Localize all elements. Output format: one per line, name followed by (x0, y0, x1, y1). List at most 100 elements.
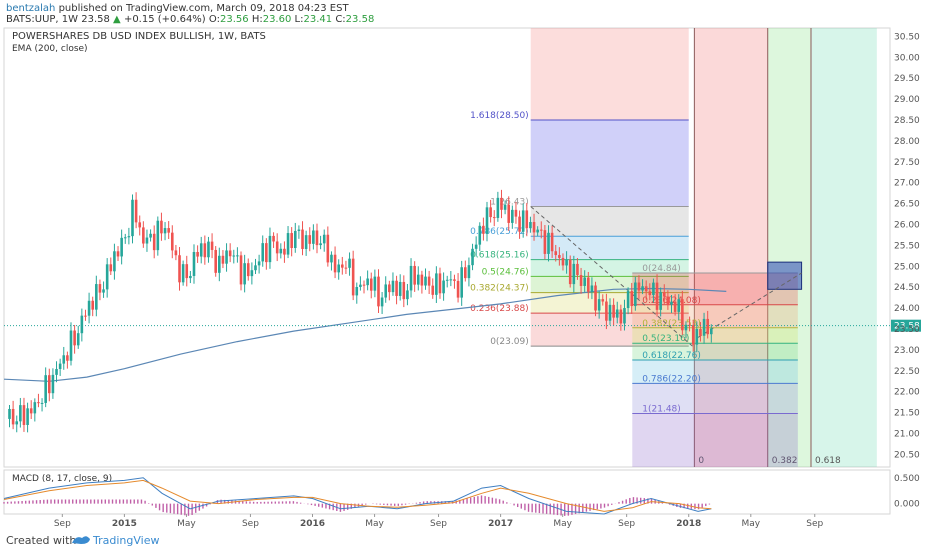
candle-body (445, 279, 449, 281)
candle-body (312, 230, 315, 244)
footer: Created with TradingView (0, 529, 932, 550)
candle-body (37, 402, 40, 404)
candle-body (380, 297, 384, 307)
fib-extension-label: 0.236(23.88) (470, 304, 529, 314)
candle-body (529, 222, 532, 229)
y-tick-label: 28.00 (894, 137, 920, 147)
candle-body (134, 199, 138, 223)
fib-retracement-label: 0.786(22.20) (642, 374, 701, 384)
x-tick-label: 2018 (676, 519, 701, 529)
candle-body (225, 250, 228, 264)
candle-body (456, 280, 460, 298)
fib-retracement-label: 0.618(22.76) (642, 351, 701, 361)
candle-body (691, 325, 695, 345)
publish-text: published on TradingView.com, March 09, … (55, 3, 349, 14)
tradingview-brand[interactable]: TradingView (93, 534, 160, 547)
author-link[interactable]: bentzalah (6, 3, 56, 14)
symbol-label: BATS:UUP, 1W (6, 14, 79, 25)
candle-body (583, 277, 586, 286)
trend-dashed-line (530, 206, 693, 347)
fib-extension-label: 1.618(28.50) (470, 111, 529, 121)
macd-label: MACD (8, 17, close, 9) (12, 474, 112, 484)
candle-body (485, 207, 489, 234)
candle-body (221, 255, 225, 264)
y-tick-label: 22.50 (894, 367, 920, 377)
high-label: H: (251, 14, 263, 25)
candle-body (413, 265, 416, 285)
fib-retracement-zone (632, 359, 798, 384)
candle-body (409, 265, 413, 291)
last-price: 23.58 (81, 14, 110, 25)
candle-body (304, 235, 308, 249)
candle-body (29, 408, 33, 414)
candle-body (199, 243, 203, 257)
tradingview-logo-icon[interactable] (70, 531, 154, 548)
candle-body (322, 234, 326, 244)
candle-body (424, 276, 427, 286)
candle-body (163, 228, 167, 234)
candle-body (181, 264, 185, 283)
candle-body (420, 274, 424, 286)
macd-line (3, 477, 712, 515)
fib-extension-label: 0.5(24.76) (482, 267, 529, 277)
candle-body (69, 330, 73, 361)
candle-body (232, 255, 236, 257)
y-tick-label: 26.50 (894, 200, 920, 210)
candle-body (550, 232, 554, 252)
candle-body (388, 284, 391, 293)
fib-retracement-label: 1(21.48) (642, 404, 681, 414)
candle-body (608, 304, 612, 321)
projection-dashed-line (697, 272, 802, 338)
x-tick-label: 2016 (300, 519, 325, 529)
candle-body (648, 291, 652, 296)
candle-body (80, 315, 84, 334)
y-tick-label: 27.50 (894, 158, 920, 168)
candle-body (265, 243, 268, 263)
price-chart[interactable]: 0 0.382 0.618 1.618(28.50) 1(26.43) 0.786(25.… (0, 26, 932, 529)
candle-body (178, 255, 181, 283)
candle-body (113, 251, 116, 272)
candle-body (709, 328, 713, 335)
candle-body (695, 328, 699, 345)
candle-body (254, 265, 257, 271)
candle-body (612, 304, 615, 318)
candle-body (489, 207, 492, 218)
fib-time-zone-band (810, 28, 877, 467)
candle-body (460, 267, 463, 298)
candle-body (619, 309, 623, 324)
last-price-badge-label: 23.58 (894, 322, 920, 332)
fib-extension-zone (530, 206, 689, 237)
candle-body (442, 280, 445, 294)
candle-body (644, 286, 648, 292)
fib-retracement-bottom-fill (632, 413, 798, 467)
y-tick-label: 28.50 (894, 116, 920, 126)
fib-extension-top-fill (530, 28, 689, 120)
candle-body (142, 227, 145, 244)
candle-body (116, 251, 120, 257)
fib-retracement-zone (632, 304, 798, 328)
candle-body (586, 277, 590, 292)
candle-body (435, 273, 438, 295)
macd-signal-line (3, 479, 712, 512)
candle-body (398, 281, 402, 296)
candle-body (539, 229, 543, 231)
candle-body (261, 243, 265, 262)
candle-body (576, 263, 579, 276)
candle-body (279, 248, 283, 254)
candle-body (236, 255, 239, 257)
x-tick-label: Sep (430, 519, 447, 529)
candle-body (554, 251, 558, 256)
candle-body (333, 254, 337, 273)
candle-body (391, 280, 395, 293)
candle-body (525, 210, 529, 229)
candle-body (330, 254, 333, 263)
candle-body (218, 255, 221, 273)
candle-body (239, 255, 243, 285)
candle-body (315, 230, 319, 246)
candle-body (688, 324, 691, 326)
price-change: +0.15 (+0.64%) (123, 14, 206, 25)
candle-body (207, 241, 210, 258)
candle-body (605, 301, 608, 321)
candle-body (507, 204, 511, 223)
y-tick-label: 29.00 (894, 95, 920, 105)
